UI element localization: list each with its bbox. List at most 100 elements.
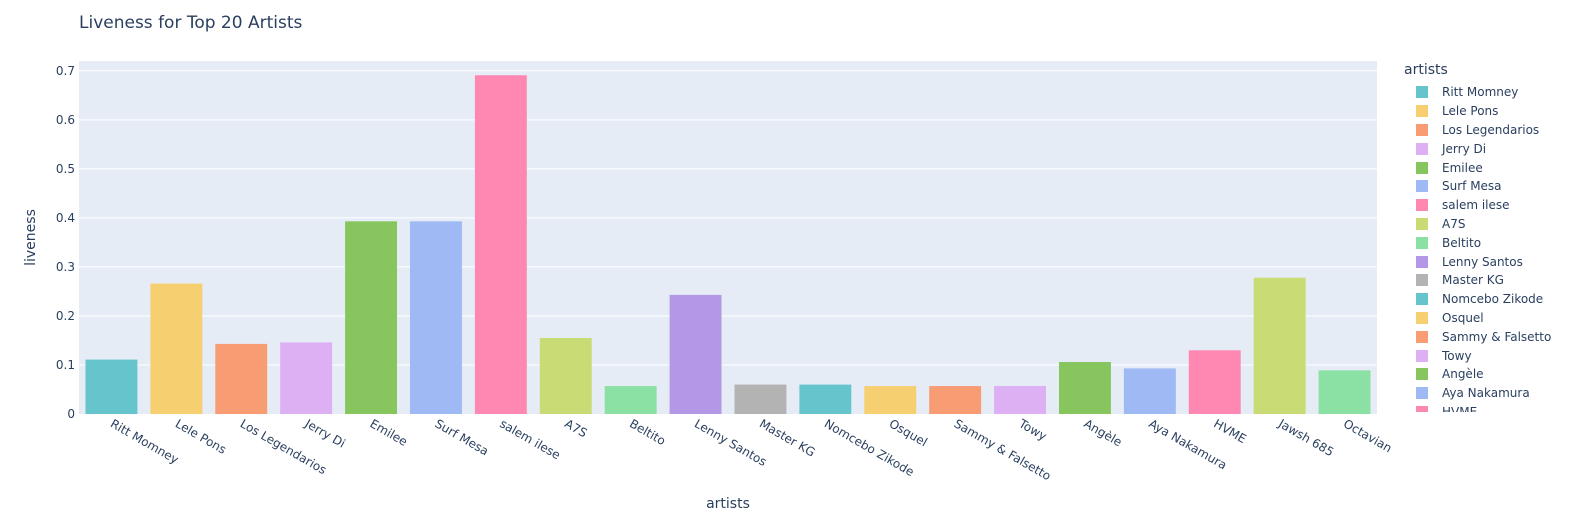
x-tick-label: Jawsh 685 (1275, 416, 1336, 459)
legend-item[interactable]: Master KG (1404, 271, 1584, 290)
legend-swatch (1416, 349, 1428, 362)
legend-swatch (1416, 142, 1428, 155)
legend-label: Los Legendarios (1442, 122, 1540, 137)
legend-label: Emilee (1442, 160, 1483, 175)
x-tick-label: Jerry Di (302, 416, 348, 451)
legend-swatch (1416, 236, 1428, 249)
bar-osquel[interactable] (864, 386, 917, 414)
legend-swatch (1416, 123, 1428, 136)
legend-label: A7S (1442, 216, 1466, 231)
legend-item[interactable]: Towy (1404, 346, 1584, 365)
x-tick-label: Surf Mesa (432, 416, 491, 458)
y-tick-label: 0.6 (56, 113, 75, 127)
legend-swatch (1416, 199, 1428, 212)
bar-ang-le[interactable] (1058, 362, 1111, 414)
x-tick-label: Osquel (887, 416, 930, 449)
bars (85, 75, 1371, 415)
bar-emilee[interactable] (345, 221, 398, 414)
legend-label: HVME (1442, 404, 1478, 412)
x-tick-label: HVME (1211, 416, 1248, 446)
bar-nomcebo-zikode[interactable] (799, 384, 852, 414)
legend-swatch (1416, 293, 1428, 306)
legend-swatch (1416, 217, 1428, 230)
legend-label: salem ilese (1442, 198, 1510, 213)
legend-title: artists (1404, 62, 1448, 78)
bar-salem-ilese[interactable] (474, 75, 527, 415)
gridlines (79, 70, 1377, 366)
x-tick-label: Lenny Santos (692, 416, 769, 469)
x-tick-label: Emilee (368, 416, 410, 448)
bar-towy[interactable] (994, 386, 1047, 414)
legend-item[interactable]: A7S (1404, 215, 1584, 234)
bar-aya-nakamura[interactable] (1123, 368, 1176, 414)
legend-label: Towy (1442, 348, 1472, 363)
legend-item[interactable]: Ritt Momney (1404, 83, 1584, 102)
legend-swatch (1416, 311, 1428, 324)
bar-hvme[interactable] (1188, 350, 1241, 414)
legend-swatch (1416, 105, 1428, 118)
bar-lenny-santos[interactable] (669, 294, 722, 414)
legend-swatch (1416, 161, 1428, 174)
legend-label: Nomcebo Zikode (1442, 292, 1544, 307)
x-tick-label: Towy (1016, 416, 1049, 443)
legend-item[interactable]: Osquel (1404, 309, 1584, 328)
legend-item[interactable]: Beltito (1404, 233, 1584, 252)
x-tick-label: Lele Pons (173, 416, 229, 456)
x-tick-label: Ritt Momney (108, 416, 181, 466)
legend-swatch (1416, 330, 1428, 343)
legend-item[interactable]: Lenny Santos (1404, 252, 1584, 271)
x-tick-label: A7S (562, 416, 589, 440)
legend-item[interactable]: Lele Pons (1404, 102, 1584, 121)
x-axis-label: artists (706, 496, 750, 512)
legend-item[interactable]: salem ilese (1404, 196, 1584, 215)
x-tick-label: Beltito (627, 416, 668, 448)
legend-item[interactable]: HVME (1404, 403, 1584, 412)
bar-master-kg[interactable] (734, 384, 787, 414)
legend-item[interactable]: Sammy & Falsetto (1404, 327, 1584, 346)
bar-sammy-falsetto[interactable] (929, 386, 982, 414)
legend-items: Ritt Momney Lele Pons Los Legendarios Jerry… (1404, 83, 1584, 412)
y-tick-labels: 0 0.1 0.2 0.3 0.4 0.5 0.6 0.7 (56, 64, 75, 421)
x-tick-label: salem ilese (497, 416, 562, 462)
legend-item[interactable]: Aya Nakamura (1404, 384, 1584, 403)
bar-los-legendarios[interactable] (215, 343, 268, 414)
chart-title: Liveness for Top 20 Artists (79, 13, 303, 33)
bar-jerry-di[interactable] (280, 342, 333, 414)
bar-lele-pons[interactable] (150, 283, 203, 414)
legend-label: Surf Mesa (1442, 179, 1502, 194)
x-tick-label: Master KG (757, 416, 818, 459)
bar-beltito[interactable] (604, 386, 657, 414)
legend-label: Master KG (1442, 273, 1504, 288)
y-tick-label: 0.3 (56, 260, 75, 274)
legend-label: Sammy & Falsetto (1442, 329, 1552, 344)
legend-swatch (1416, 368, 1428, 381)
y-tick-label: 0.4 (56, 211, 75, 225)
y-tick-label: 0.1 (56, 358, 75, 372)
legend-swatch (1416, 274, 1428, 287)
legend-label: Lenny Santos (1442, 254, 1523, 269)
legend-item[interactable]: Los Legendarios (1404, 121, 1584, 140)
legend-item[interactable]: Surf Mesa (1404, 177, 1584, 196)
legend-swatch (1416, 86, 1428, 99)
legend-label: Lele Pons (1442, 104, 1499, 119)
legend-item[interactable]: Jerry Di (1404, 139, 1584, 158)
y-tick-label: 0 (67, 407, 75, 421)
x-tick-label: Angèle (1081, 416, 1124, 449)
bar-jawsh-685[interactable] (1253, 277, 1306, 414)
legend: artists Ritt Momney Lele Pons Los Legendar… (1404, 62, 1584, 412)
legend-label: Angèle (1442, 367, 1484, 382)
legend-item[interactable]: Emilee (1404, 158, 1584, 177)
bar-octavian[interactable] (1318, 370, 1371, 414)
bar-surf-mesa[interactable] (409, 221, 462, 414)
legend-item[interactable]: Nomcebo Zikode (1404, 290, 1584, 309)
legend-label: Beltito (1442, 235, 1482, 250)
legend-item[interactable]: Angèle (1404, 365, 1584, 384)
bar-ritt-momney[interactable] (85, 359, 138, 414)
x-tick-label: Octavian (1341, 416, 1394, 455)
y-axis-label: liveness (23, 209, 39, 266)
plot-area (79, 61, 1377, 414)
legend-label: Jerry Di (1442, 141, 1487, 156)
bar-a7s[interactable] (539, 338, 592, 414)
legend-swatch (1416, 255, 1428, 268)
y-tick-label: 0.7 (56, 64, 75, 78)
